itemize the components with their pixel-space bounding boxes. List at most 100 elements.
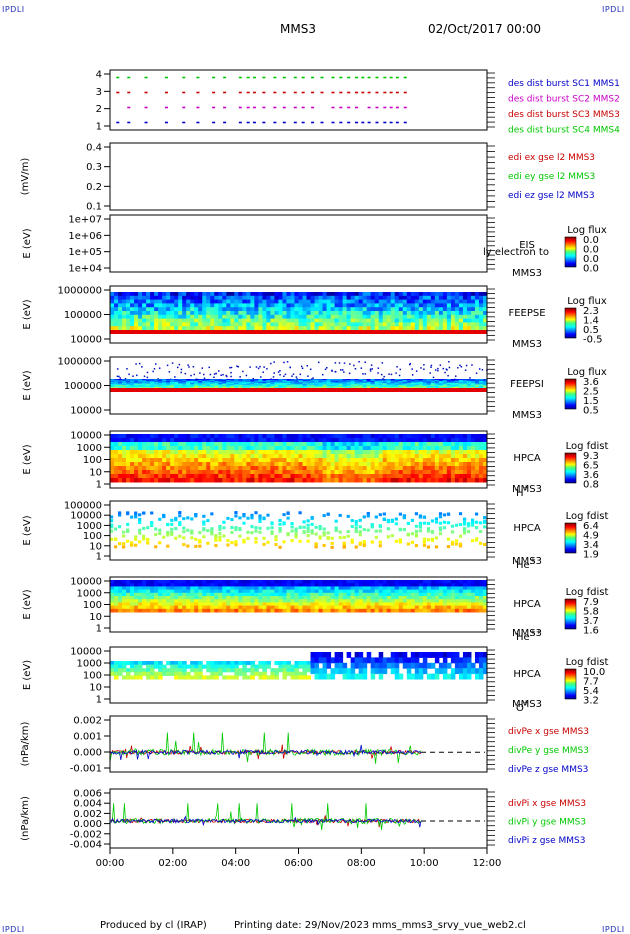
heatmap-cell (266, 330, 271, 334)
heatmap-cell (242, 434, 247, 439)
heatmap-cell (142, 462, 147, 467)
heatmap-cell (274, 586, 279, 591)
heatmap-cell (410, 385, 416, 387)
heatmap-cell (126, 438, 131, 443)
heatmap-cell (358, 518, 362, 522)
heatmap-cell (250, 307, 255, 312)
heatmap-cell (186, 307, 191, 312)
heatmap-cell (474, 295, 480, 301)
heatmap-cell (410, 462, 416, 467)
heatmap-cell (270, 450, 275, 455)
burst-mark (355, 76, 359, 79)
heatmap-cell (398, 303, 404, 308)
heatmap-cell (438, 512, 443, 516)
heatmap-cell (154, 386, 159, 388)
heatmap-cell (206, 446, 211, 451)
heatmap-cell (378, 318, 384, 323)
heatmap-cell (138, 462, 143, 467)
heatmap-cell (118, 318, 123, 323)
heatmap-cell (430, 326, 436, 331)
heatmap-cell (294, 314, 299, 320)
heatmap-cell (154, 466, 159, 471)
heatmap-cell (194, 295, 199, 301)
heatmap-cell (350, 303, 356, 308)
heatmap-cell (186, 292, 191, 297)
heatmap-cell (366, 384, 372, 386)
heatmap-cell (322, 450, 328, 455)
heatmap-cell (230, 386, 235, 388)
heatmap-cell (290, 307, 295, 312)
heatmap-cell (346, 608, 352, 613)
heatmap-cell (414, 380, 420, 383)
heatmap-cell (118, 314, 123, 320)
heatmap-cell (178, 379, 183, 381)
heatmap-cell (358, 303, 364, 308)
heatmap-cell (162, 383, 167, 385)
heatmap-dot (286, 361, 289, 363)
heatmap-cell (358, 533, 362, 537)
heatmap-cell (134, 442, 139, 447)
heatmap-cell (206, 379, 211, 382)
heatmap-cell (306, 303, 312, 308)
heatmap-cell (314, 583, 320, 587)
heatmap-cell (258, 514, 262, 518)
heatmap-cell (266, 303, 271, 308)
heatmap-cell (222, 602, 227, 607)
heatmap-cell (362, 470, 368, 475)
heatmap-cell (266, 599, 271, 603)
heatmap-cell (262, 311, 267, 316)
y-tick-label: 100000 (64, 381, 102, 392)
heatmap-cell (330, 545, 334, 549)
heatmap-cell (186, 382, 191, 384)
heatmap-cell (270, 382, 275, 384)
heatmap-cell (470, 387, 476, 389)
heatmap-cell (210, 454, 215, 459)
heatmap-cell (194, 303, 199, 308)
heatmap-cell (330, 608, 336, 613)
heatmap-cell (266, 388, 271, 392)
heatmap-cell (426, 318, 432, 323)
heatmap-cell (130, 462, 135, 467)
heatmap-cell (338, 295, 344, 301)
heatmap-cell (286, 322, 291, 327)
heatmap-cell (170, 307, 175, 312)
heatmap-cell (426, 384, 432, 386)
heatmap-cell (218, 602, 223, 607)
heatmap-cell (330, 379, 336, 381)
heatmap-cell (402, 589, 408, 594)
heatmap-cell (182, 466, 187, 471)
heatmap-cell (354, 458, 360, 463)
heatmap-cell (446, 605, 452, 610)
heatmap-cell (138, 583, 143, 587)
heatmap-cell (266, 589, 271, 594)
heatmap-cell (322, 381, 328, 384)
heatmap-cell (182, 387, 187, 389)
heatmap-cell (178, 380, 183, 383)
heatmap-cell (330, 454, 336, 459)
heatmap-dot (154, 363, 157, 365)
heatmap-dot (178, 363, 181, 366)
heatmap-cell (466, 307, 472, 312)
heatmap-cell (402, 299, 408, 304)
heatmap-cell (482, 470, 488, 475)
y-tick-label: 2 (96, 104, 102, 115)
heatmap-cell (238, 379, 243, 381)
heatmap-cell (298, 388, 304, 392)
heatmap-cell (446, 478, 452, 483)
heatmap-cell (170, 532, 174, 536)
heatmap-cell (322, 605, 328, 610)
heatmap-cell (130, 384, 135, 386)
heatmap-cell (142, 379, 147, 382)
heatmap-cell (126, 599, 131, 603)
heatmap-cell (118, 386, 123, 388)
heatmap-cell (218, 379, 223, 382)
heatmap-cell (282, 330, 287, 334)
heatmap-cell (262, 474, 267, 479)
heatmap-cell (186, 474, 191, 479)
colorbar-tick-label: 6.4 (583, 521, 599, 532)
heatmap-cell (138, 454, 143, 459)
heatmap-cell (434, 382, 440, 384)
heatmap-cell (194, 602, 199, 607)
heatmap-cell (322, 478, 328, 483)
heatmap-cell (146, 292, 151, 297)
